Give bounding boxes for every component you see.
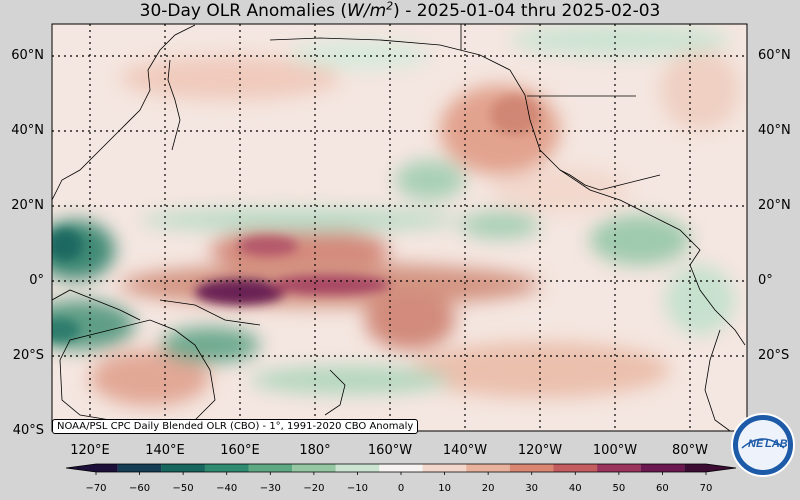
anomaly-positive (365, 290, 455, 350)
colorbar-tick-label: −70 (85, 483, 107, 494)
anomaly-negative-core (52, 229, 83, 261)
coastline-north-america (269, 37, 701, 266)
anomaly-positive (490, 168, 630, 212)
logo-text-right: LAB (765, 438, 788, 450)
colorbar-segment (422, 464, 467, 472)
colorbar-segment (161, 464, 205, 472)
coastline-south-america-north (689, 264, 746, 346)
logo-text-left: NE (748, 438, 764, 450)
colorbar-segment (379, 464, 423, 472)
anomaly-negative (395, 160, 465, 200)
colorbar-tick-label: −30 (259, 483, 281, 494)
anomaly-negative (290, 41, 430, 69)
colorbar-segments (66, 464, 736, 472)
lat-label-right: 20°S (758, 348, 790, 363)
coastline-indonesia (52, 289, 141, 321)
colorbar-segment (684, 464, 736, 472)
anomaly-negative (160, 327, 260, 363)
anomaly-field-core (52, 95, 540, 342)
lat-label-left: 0° (29, 273, 44, 288)
colorbar-segment (553, 464, 598, 472)
colorbar-tick-label: −10 (346, 483, 368, 494)
colorbar-tick-label: 60 (656, 483, 669, 494)
colorbar-tick-label: 30 (525, 483, 539, 494)
coastline-gulf (559, 169, 661, 191)
lat-label-left: 60°N (11, 48, 44, 63)
coastline-australia (59, 319, 216, 431)
colorbar-segment (640, 464, 685, 472)
lon-label: 100°W (592, 443, 638, 458)
data-credit: NOAA/PSL CPC Daily Blended OLR (CBO) - 1… (52, 419, 419, 434)
colorbar-tick-label: 20 (481, 483, 495, 494)
lon-label: 160°W (367, 443, 413, 458)
colorbar-tick-label: 50 (612, 483, 626, 494)
colorbar-segment (248, 464, 293, 472)
map-title: 30-Day OLR Anomalies (W/m2) - 2025-01-04… (139, 0, 661, 21)
anomaly-negative (140, 208, 460, 232)
colorbar-tick-label: −20 (303, 483, 325, 494)
colorbar-segment (466, 464, 510, 472)
anomaly-positive (120, 56, 340, 100)
lat-label-left: 20°N (11, 198, 44, 213)
anomaly-positive-core (490, 95, 540, 135)
anomaly-negative (460, 211, 540, 239)
colorbar-segment (335, 464, 380, 472)
coastline-asia (52, 24, 196, 201)
lon-label: 140°E (145, 443, 185, 458)
logo-inner-disk (738, 420, 788, 470)
colorbar-tick-label: −50 (172, 483, 194, 494)
anomaly-negative (250, 366, 450, 394)
anomaly-negative (510, 24, 730, 56)
colorbar-segment (509, 464, 554, 472)
anomaly-negative (665, 265, 735, 335)
colorbar-segment (117, 464, 162, 472)
colorbar-tickmarks (95, 472, 707, 475)
lon-label: 80°W (672, 443, 708, 458)
colorbar-segment (204, 464, 249, 472)
anomaly-positive-core (270, 275, 390, 295)
anomaly-positive (90, 350, 210, 406)
coastline-japan (167, 59, 181, 151)
anomaly-positive (660, 50, 740, 130)
colorbar-tick-label: −60 (129, 483, 151, 494)
colorbar-segment (292, 464, 336, 472)
colorbar-segment (66, 464, 118, 472)
lon-label: 120°W (517, 443, 563, 458)
lat-label-left: 20°S (12, 348, 44, 363)
lon-label: 140°W (442, 443, 488, 458)
lat-label-left: 40°N (11, 123, 44, 138)
lat-label-right: 20°N (758, 198, 791, 213)
lon-label: 180° (299, 443, 331, 458)
colorbar-tick-label: −40 (216, 483, 238, 494)
colorbar-tick-label: 10 (438, 483, 451, 494)
lat-label-left: 40°S (12, 423, 44, 438)
coastline-new-zealand (324, 369, 346, 416)
coastline-south-america-west (704, 329, 731, 431)
colorbar-tick-label: 70 (699, 483, 713, 494)
colorbar-segment (597, 464, 641, 472)
graticule (52, 24, 747, 431)
anomaly-positive-core (238, 236, 298, 256)
colorbar-outline (65, 463, 737, 473)
coastlines (52, 24, 746, 431)
logo-arc (741, 438, 785, 449)
colorbar-tick-label: 40 (568, 483, 582, 494)
lat-label-right: 40°N (758, 123, 791, 138)
anomaly-positive-core (195, 279, 285, 305)
anomaly-negative-core (52, 318, 80, 342)
lon-label: 120°E (70, 443, 110, 458)
lat-label-right: 60°N (758, 48, 791, 63)
coastline-new-guinea (159, 299, 261, 326)
lon-label: 160°E (220, 443, 260, 458)
lat-label-right: 0° (758, 273, 773, 288)
colorbar-tick-label: 0 (397, 483, 405, 494)
